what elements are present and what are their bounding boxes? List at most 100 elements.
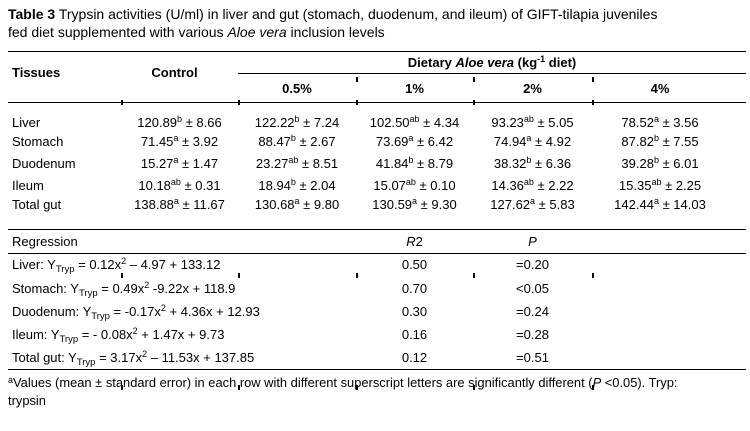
caption-table-number: Table 3 bbox=[8, 6, 56, 22]
activity-value: 130.68a ± 9.80 bbox=[254, 195, 340, 212]
significance-letter: ab bbox=[651, 176, 662, 187]
activity-value: 74.94a ± 4.92 bbox=[493, 132, 572, 149]
significance-letter: a bbox=[526, 132, 532, 143]
activity-value: 87.82b ± 7.55 bbox=[621, 132, 699, 149]
r-squared-value: 0.16 bbox=[401, 327, 428, 343]
regression-row: Ileum: YTryp = - 0.08x2 + 1.47x + 9.73 0.… bbox=[8, 323, 746, 346]
significance-letter: a bbox=[294, 195, 300, 206]
significance-letter: b bbox=[653, 154, 659, 165]
significance-letter: ab bbox=[288, 154, 299, 165]
cell-boundary-tick bbox=[592, 77, 594, 82]
regression-row: Liver: YTryp = 0.12x2 – 4.97 + 133.12 0.5… bbox=[8, 253, 746, 276]
header-row-group: Tissues Control Dietary Aloe vera (kg-1 … bbox=[8, 51, 747, 103]
activity-value: 15.35ab ± 2.25 bbox=[618, 176, 702, 193]
caption-line-2: fed diet supplemented with various Aloe … bbox=[8, 23, 750, 41]
cell-boundary-tick bbox=[356, 100, 358, 105]
activity-value: 41.84b ± 8.79 bbox=[375, 154, 454, 171]
regression-header-label: Regression bbox=[8, 229, 356, 254]
cell-boundary-tick bbox=[473, 100, 475, 105]
empty-cell bbox=[592, 253, 746, 276]
cell-boundary-tick bbox=[592, 385, 594, 390]
tryp-subscript: Tryp bbox=[78, 287, 98, 299]
significance-letter: b bbox=[408, 154, 414, 165]
significance-letter: ab bbox=[405, 176, 416, 187]
p-value: =0.20 bbox=[516, 257, 549, 273]
p-symbol: P bbox=[592, 375, 602, 391]
activity-value: 39.28b ± 6.01 bbox=[621, 154, 699, 171]
tissue-row: Duodenum 15.27a ± 1.47 23.27ab ± 8.51 41.84… bbox=[8, 152, 746, 174]
activity-value: 10.18ab ± 0.31 bbox=[138, 176, 221, 193]
cell-boundary-tick bbox=[121, 273, 123, 278]
activity-value: 38.32b ± 6.36 bbox=[493, 154, 572, 171]
significance-letter: a bbox=[173, 195, 179, 206]
significance-letter: b bbox=[653, 132, 659, 143]
empty-cell bbox=[592, 346, 746, 369]
cell-boundary-tick bbox=[592, 273, 594, 278]
significance-letter: b bbox=[290, 132, 296, 143]
regression-equation: Total gut: YTryp = 3.17x2 – 11.53x + 137… bbox=[12, 349, 255, 369]
squared-exponent: 2 bbox=[142, 349, 148, 360]
tissue-label: Total gut bbox=[12, 196, 62, 212]
empty-cell bbox=[592, 300, 746, 323]
cell-boundary-tick bbox=[356, 273, 358, 278]
footnote-line-2: trypsin bbox=[8, 393, 46, 409]
r-squared-number: 2 bbox=[415, 233, 423, 249]
significance-letter: b bbox=[290, 176, 296, 187]
r-symbol: R bbox=[406, 233, 416, 249]
tissue-label: Duodenum bbox=[12, 155, 76, 171]
cell-boundary-tick bbox=[238, 385, 240, 390]
significance-letter: ab bbox=[523, 114, 534, 124]
significance-letter: ab bbox=[523, 176, 534, 187]
cell-boundary-tick bbox=[238, 100, 240, 105]
r-squared-header: R2 bbox=[356, 229, 473, 254]
squared-exponent: 2 bbox=[132, 326, 138, 337]
tissue-row: Stomach 71.45a ± 3.92 88.47b ± 2.67 73.69a … bbox=[8, 130, 746, 152]
activity-value: 93.23ab ± 5.05 bbox=[491, 114, 574, 131]
caption-line-1: Table 3 Trypsin activities (U/ml) in liv… bbox=[8, 5, 750, 23]
activity-value: 102.50ab ± 4.34 bbox=[369, 114, 460, 131]
significance-letter: b bbox=[177, 114, 183, 124]
activity-value: 23.27ab ± 8.51 bbox=[255, 154, 339, 171]
significance-letter: ab bbox=[170, 176, 181, 187]
regression-equation: Ileum: YTryp = - 0.08x2 + 1.47x + 9.73 bbox=[12, 326, 225, 346]
significance-letter: b bbox=[294, 114, 300, 124]
significance-letter: ab bbox=[409, 114, 420, 124]
tissue-label: Liver bbox=[12, 115, 41, 130]
squared-exponent: 2 bbox=[144, 279, 150, 290]
unit-close: diet) bbox=[545, 55, 577, 70]
regression-equation: Duodenum: YTryp = -0.17x2 + 4.36x + 12.9… bbox=[12, 302, 260, 322]
unit-open: (kg bbox=[514, 55, 538, 70]
dietary-word: Dietary bbox=[407, 55, 456, 70]
p-value: =0.24 bbox=[516, 303, 549, 319]
empty-header-cell bbox=[592, 229, 746, 254]
footnote-superscript: a bbox=[8, 375, 14, 386]
activity-value: 78.52a ± 3.56 bbox=[621, 114, 699, 131]
activity-value: 71.45a ± 3.92 bbox=[140, 132, 219, 149]
p-symbol: P bbox=[528, 233, 537, 249]
tryp-subscript: Tryp bbox=[91, 310, 110, 322]
kg-exponent: -1 bbox=[537, 54, 546, 64]
cell-boundary-tick bbox=[592, 100, 594, 105]
tryp-subscript: Tryp bbox=[59, 334, 79, 346]
activity-value: 88.47b ± 2.67 bbox=[258, 132, 336, 149]
squared-exponent: 2 bbox=[121, 256, 127, 267]
r-squared-value: 0.30 bbox=[401, 303, 428, 319]
p-value: =0.28 bbox=[516, 327, 549, 343]
regression-table: Regression R2 P Liver: YTryp = 0.12x2 – … bbox=[8, 229, 746, 371]
regression-row: Duodenum: YTryp = -0.17x2 + 4.36x + 12.9… bbox=[8, 300, 746, 323]
empty-cell bbox=[592, 276, 746, 299]
significance-letter: a bbox=[173, 154, 179, 165]
footnote-text-2: <0.05). Tryp: bbox=[601, 375, 678, 391]
tissue-label: Stomach bbox=[12, 133, 64, 149]
regression-row: Stomach: YTryp = 0.49x2 -9.22x + 118.9 0.… bbox=[8, 276, 746, 299]
regression-row: Total gut: YTryp = 3.17x2 – 11.53x + 137… bbox=[8, 346, 746, 369]
caption-text-2: fed diet supplemented with various bbox=[8, 24, 228, 40]
significance-letter: a bbox=[653, 195, 659, 206]
regression-equation: Liver: YTryp = 0.12x2 – 4.97 + 133.12 bbox=[12, 256, 221, 276]
significance-letter: a bbox=[173, 132, 179, 143]
caption-text-1: Trypsin activities (U/ml) in liver and g… bbox=[55, 6, 658, 22]
col-header-level-2: 2% bbox=[473, 73, 592, 103]
cell-boundary-tick bbox=[473, 77, 475, 82]
col-header-level-1: 1% bbox=[356, 73, 473, 103]
col-header-control: Control bbox=[121, 51, 238, 103]
